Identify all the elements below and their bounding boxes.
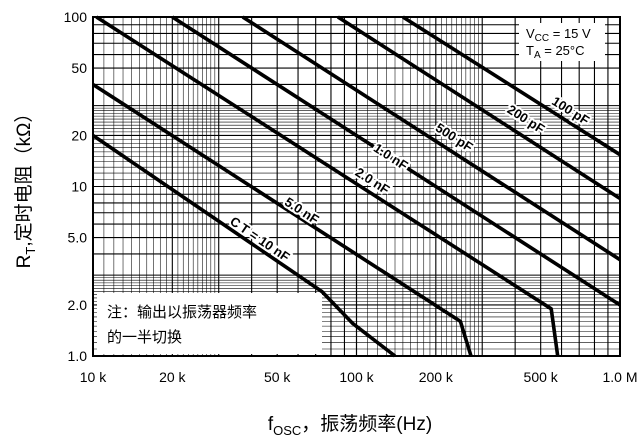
- tick-labels: 10 k 20 k 50 k 100 k 200 k 500 k 1.0 M 100 50 20 1…: [64, 9, 638, 385]
- y-axis-title-main: R: [14, 255, 35, 269]
- y-axis-title: RT,定时电阻（kΩ）: [13, 104, 38, 269]
- curve-200-pf: [336, 15, 621, 201]
- y-tick-label: 1.0: [68, 348, 88, 364]
- curve-2-0-nf: [95, 15, 560, 357]
- timing-capacitor-curves: [91, 15, 621, 358]
- y-tick-label: 2.0: [68, 297, 88, 313]
- x-axis-title-rest: ，振荡频率(Hz): [301, 413, 432, 435]
- x-axis-title: fOSC，振荡频率(Hz): [268, 413, 432, 438]
- x-tick-label: 10 k: [80, 369, 107, 385]
- note-background: [97, 293, 322, 354]
- curve-label: C T = 10 nF: [227, 213, 292, 264]
- x-tick-label: 100 k: [339, 369, 374, 385]
- y-axis-title-sub: T: [23, 247, 38, 255]
- plot-frame: [92, 16, 621, 357]
- conditions-background: [519, 23, 605, 61]
- y-tick-label: 5.0: [68, 230, 88, 246]
- y-tick-label: 50: [71, 60, 87, 76]
- y-tick-label: 100: [64, 9, 88, 25]
- y-axis-title-rest: ,定时电阻（kΩ）: [13, 104, 35, 247]
- plot-border: [92, 16, 621, 357]
- curve-5-0-nf: [92, 82, 473, 357]
- condition-line: TA = 25°C: [526, 43, 585, 61]
- note-line: 的一半切换: [107, 328, 182, 346]
- x-tick-label: 20 k: [159, 369, 186, 385]
- x-tick-label: 1.0 M: [602, 369, 637, 385]
- x-axis-title-main: f: [268, 414, 274, 435]
- x-tick-label: 500 k: [524, 369, 559, 385]
- curve-100-pf: [401, 15, 621, 157]
- curve-500-pf: [241, 15, 621, 262]
- curve-10-nf: [91, 134, 397, 358]
- x-tick-label: 50 k: [264, 369, 291, 385]
- x-axis-title-sub: OSC: [273, 423, 301, 438]
- x-tick-label: 200 k: [419, 369, 454, 385]
- y-tick-label: 10: [71, 179, 87, 195]
- conditions-box: VCC = 15 VTA = 25°C: [519, 23, 605, 61]
- y-tick-label: 20: [71, 127, 87, 143]
- curve-1-0-nf: [171, 15, 621, 307]
- note-line: 注：输出以振荡器频率: [107, 303, 257, 321]
- condition-line: VCC = 15 V: [526, 26, 591, 44]
